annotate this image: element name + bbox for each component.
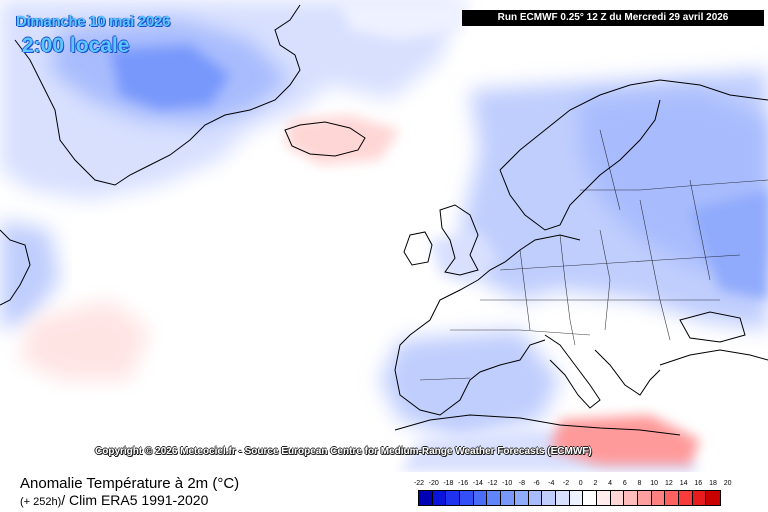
color-scale-tick-label: 12: [664, 480, 673, 487]
color-scale-tick-label: 0: [578, 480, 583, 487]
color-scale-cell: [473, 491, 488, 505]
color-scale-tick-label: -4: [548, 480, 555, 487]
model-run-info: Run ECMWF 0.25° 12 Z du Mercredi 29 avri…: [462, 10, 764, 26]
color-scale-cell: [651, 491, 666, 505]
color-scale-cell: [487, 491, 502, 505]
color-scale-tick-label: -14: [472, 480, 483, 487]
color-scale-cell: [679, 491, 693, 505]
color-scale-tick-label: 18: [709, 480, 717, 487]
color-scale-tick-label: 10: [650, 480, 659, 487]
color-scale-cell: [501, 491, 515, 505]
color-scale-cell: [432, 491, 447, 505]
map-title: Anomalie Température à 2m (°C): [20, 475, 240, 492]
color-scale-tick-label: -8: [518, 480, 525, 487]
color-scale-cell: [446, 491, 461, 505]
color-scale-tick-label: -12: [487, 480, 498, 487]
color-scale-tick-label: 4: [608, 480, 613, 487]
color-scale-tick-label: 2: [593, 480, 598, 487]
color-scale-cell: [460, 491, 474, 505]
color-scale-ticks: -22 -20 -18 -16 -14 -12 -10 -8 -6 -4 -2 0 2 4 6 8 10 12 14…: [414, 480, 748, 490]
anomaly-shading: [0, 0, 768, 472]
color-scale-cell: [583, 491, 597, 505]
color-scale-tick-label: -2: [562, 480, 570, 487]
color-scale-cell: [692, 491, 707, 505]
color-scale-tick-label: 20: [723, 480, 732, 487]
color-scale-tick-label: 8: [637, 480, 642, 487]
color-scale-cell: [706, 491, 721, 505]
color-scale-cell: [610, 491, 625, 505]
copyright-notice: Copyright © 2026 Meteociel.fr - Source E…: [95, 446, 592, 457]
color-scale-cell: [569, 491, 584, 505]
color-scale-tick-label: -18: [443, 480, 454, 487]
color-scale-tick-label: 6: [622, 480, 627, 487]
color-scale-tick-label: -6: [533, 480, 540, 487]
color-scale-cell: [665, 491, 680, 505]
coastlines: [0, 4, 768, 436]
temperature-anomaly-map: [0, 0, 768, 472]
map-subtitle: (+ 252h)/ Clim ERA5 1991-2020: [20, 492, 208, 508]
country-borders: [419, 129, 768, 381]
climatology-label: / Clim ERA5 1991-2020: [61, 492, 209, 508]
color-scale-cell: [528, 491, 543, 505]
color-scale-tick-label: 14: [679, 480, 688, 487]
color-scale-tick-label: -16: [458, 480, 469, 487]
color-scale-cell: [419, 491, 433, 505]
lead-time: (+ 252h): [20, 496, 62, 508]
color-scale-bar: [418, 490, 722, 506]
color-scale-cell: [638, 491, 652, 505]
forecast-date: Dimanche 10 mai 2026: [16, 13, 171, 30]
color-scale-cell: [596, 491, 611, 505]
color-scale-cell: [555, 491, 570, 505]
color-scale-tick-label: 16: [694, 480, 703, 487]
color-scale-cell: [624, 491, 638, 505]
color-scale-cell: [542, 491, 556, 505]
color-scale-tick-label: -20: [428, 480, 439, 487]
color-scale-tick-label: -10: [502, 480, 513, 487]
map-canvas: [0, 0, 768, 472]
color-scale-tick-label: -22: [413, 480, 425, 487]
forecast-local-time: 2:00 locale: [22, 34, 130, 57]
color-scale-cell: [514, 491, 529, 505]
